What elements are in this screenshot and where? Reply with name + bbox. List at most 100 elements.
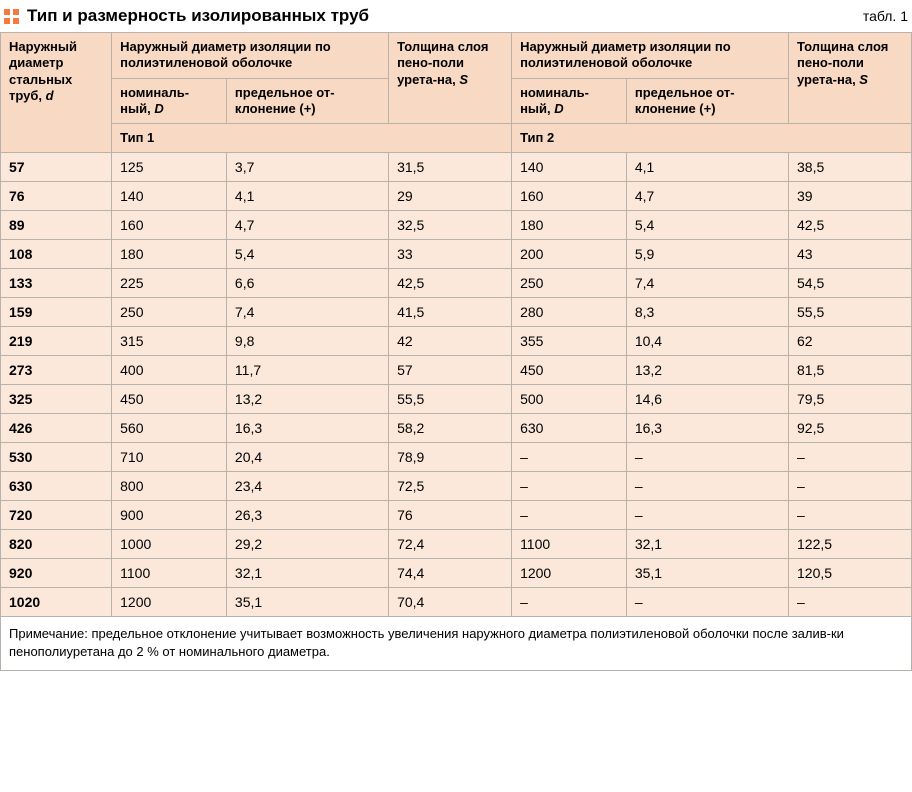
- cell-n1: 450: [112, 385, 227, 414]
- cell-s1: 72,4: [389, 530, 512, 559]
- header-steel-d-text: Наружный диаметр стальных труб,: [9, 39, 77, 103]
- cell-dv2: 10,4: [626, 327, 788, 356]
- cell-dv1: 7,4: [226, 298, 388, 327]
- cell-dv2: –: [626, 588, 788, 617]
- cell-n2: 1100: [512, 530, 627, 559]
- cell-n1: 560: [112, 414, 227, 443]
- header-nominal-1-var: D: [154, 101, 163, 116]
- cell-dv2: 8,3: [626, 298, 788, 327]
- cell-n1: 800: [112, 472, 227, 501]
- cell-d: 89: [1, 211, 112, 240]
- title-left: Тип и размерность изолированных труб: [0, 6, 369, 26]
- cell-d: 920: [1, 559, 112, 588]
- cell-s1: 76: [389, 501, 512, 530]
- cell-s1: 42,5: [389, 269, 512, 298]
- cell-d: 159: [1, 298, 112, 327]
- cell-dv1: 29,2: [226, 530, 388, 559]
- cell-n2: –: [512, 472, 627, 501]
- header-nominal-1: номиналь-ный, D: [112, 78, 227, 124]
- cell-s1: 32,5: [389, 211, 512, 240]
- cell-d: 325: [1, 385, 112, 414]
- cell-d: 76: [1, 182, 112, 211]
- cell-s1: 78,9: [389, 443, 512, 472]
- table-row: 891604,732,51805,442,5: [1, 211, 912, 240]
- cell-n1: 250: [112, 298, 227, 327]
- table-row: 1592507,441,52808,355,5: [1, 298, 912, 327]
- cell-n1: 1000: [112, 530, 227, 559]
- cell-n2: 500: [512, 385, 627, 414]
- cell-s2: 42,5: [789, 211, 912, 240]
- cell-n1: 140: [112, 182, 227, 211]
- cell-dv2: 35,1: [626, 559, 788, 588]
- header-foam-s-1: Толщина слоя пено-поли урета-на, S: [389, 33, 512, 124]
- cell-s2: 38,5: [789, 153, 912, 182]
- table-row: 53071020,478,9–––: [1, 443, 912, 472]
- cell-dv2: 13,2: [626, 356, 788, 385]
- cell-s2: –: [789, 443, 912, 472]
- header-deviation-2: предельное от-клонение (+): [626, 78, 788, 124]
- table-row: 920110032,174,4120035,1120,5: [1, 559, 912, 588]
- table-row: 820100029,272,4110032,1122,5: [1, 530, 912, 559]
- cell-dv1: 4,1: [226, 182, 388, 211]
- title-bar: Тип и размерность изолированных труб таб…: [0, 0, 912, 32]
- cell-dv1: 4,7: [226, 211, 388, 240]
- cell-s2: 81,5: [789, 356, 912, 385]
- pipe-dimensions-table: Наружный диаметр стальных труб, d Наружн…: [0, 32, 912, 617]
- cell-n1: 225: [112, 269, 227, 298]
- cell-dv2: 16,3: [626, 414, 788, 443]
- table-title: Тип и размерность изолированных труб: [27, 6, 369, 26]
- cell-dv1: 3,7: [226, 153, 388, 182]
- cell-dv1: 26,3: [226, 501, 388, 530]
- cell-n2: 280: [512, 298, 627, 327]
- table-row: 42656016,358,263016,392,5: [1, 414, 912, 443]
- cell-d: 426: [1, 414, 112, 443]
- cell-s2: 122,5: [789, 530, 912, 559]
- cell-s1: 55,5: [389, 385, 512, 414]
- cell-s1: 29: [389, 182, 512, 211]
- table-row: 2193159,84235510,462: [1, 327, 912, 356]
- table-footnote: Примечание: предельное отклонение учитыв…: [0, 617, 912, 671]
- cell-n2: 200: [512, 240, 627, 269]
- table-header: Наружный диаметр стальных труб, d Наружн…: [1, 33, 912, 153]
- cell-dv1: 23,4: [226, 472, 388, 501]
- cell-dv2: –: [626, 501, 788, 530]
- header-outer-iso-2: Наружный диаметр изоляции по полиэтилено…: [512, 33, 789, 79]
- header-foam-s-1-var: S: [459, 72, 468, 87]
- cell-s1: 74,4: [389, 559, 512, 588]
- cell-n2: 250: [512, 269, 627, 298]
- table-row: 571253,731,51404,138,5: [1, 153, 912, 182]
- header-foam-s-2-var: S: [859, 72, 868, 87]
- cell-n1: 710: [112, 443, 227, 472]
- cell-s1: 41,5: [389, 298, 512, 327]
- header-type2: Тип 2: [512, 124, 912, 153]
- cell-dv1: 35,1: [226, 588, 388, 617]
- cell-dv2: 14,6: [626, 385, 788, 414]
- cell-n1: 1200: [112, 588, 227, 617]
- header-type1: Тип 1: [112, 124, 512, 153]
- table-row: 72090026,376–––: [1, 501, 912, 530]
- cell-dv2: 4,7: [626, 182, 788, 211]
- header-nominal-2: номиналь-ный, D: [512, 78, 627, 124]
- cell-dv1: 6,6: [226, 269, 388, 298]
- table-row: 761404,1291604,739: [1, 182, 912, 211]
- cell-s1: 58,2: [389, 414, 512, 443]
- cell-s2: 43: [789, 240, 912, 269]
- cell-n2: 160: [512, 182, 627, 211]
- cell-d: 720: [1, 501, 112, 530]
- cell-n2: 140: [512, 153, 627, 182]
- table-row: 32545013,255,550014,679,5: [1, 385, 912, 414]
- cell-s1: 33: [389, 240, 512, 269]
- cell-n1: 160: [112, 211, 227, 240]
- cell-n2: 180: [512, 211, 627, 240]
- cell-dv2: 7,4: [626, 269, 788, 298]
- cell-d: 530: [1, 443, 112, 472]
- cell-d: 57: [1, 153, 112, 182]
- cell-d: 1020: [1, 588, 112, 617]
- cell-s2: –: [789, 501, 912, 530]
- table-number-label: табл. 1: [863, 8, 908, 24]
- cell-d: 219: [1, 327, 112, 356]
- table-row: 63080023,472,5–––: [1, 472, 912, 501]
- header-foam-s-2: Толщина слоя пено-поли урета-на, S: [789, 33, 912, 124]
- cell-s2: 120,5: [789, 559, 912, 588]
- cell-n1: 180: [112, 240, 227, 269]
